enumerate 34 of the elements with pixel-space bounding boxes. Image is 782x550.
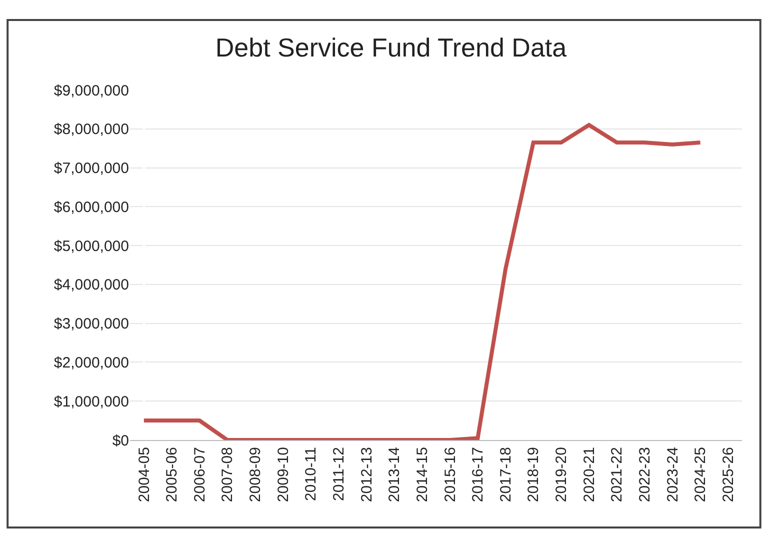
x-tick-label: 2007-08 xyxy=(219,447,236,502)
x-tick-label: 2023-24 xyxy=(664,447,682,502)
y-tick-label: $1,000,000 xyxy=(54,393,129,410)
y-tick-label: $2,000,000 xyxy=(54,354,129,372)
y-tick-label: $7,000,000 xyxy=(54,160,129,178)
x-tick-label: 2009-10 xyxy=(274,447,292,502)
x-tick-label: 2015-16 xyxy=(442,447,459,502)
x-tick-label: 2005-06 xyxy=(164,447,181,502)
y-tick-label: $0 xyxy=(112,432,129,450)
x-tick-label: 2014-15 xyxy=(414,447,431,502)
x-tick-label: 2006-07 xyxy=(191,447,208,502)
x-tick-label: 2010-11 xyxy=(302,447,320,501)
x-tick-label: 2019-20 xyxy=(553,447,570,502)
x-tick-label: 2008-09 xyxy=(247,447,264,502)
x-tick-label: 2021-22 xyxy=(608,447,626,502)
x-tick-label: 2013-14 xyxy=(386,447,404,502)
x-tick-label: 2020-21 xyxy=(580,447,598,502)
y-tick-label: $3,000,000 xyxy=(54,316,129,333)
chart-title: Debt Service Fund Trend Data xyxy=(215,32,568,63)
line-series xyxy=(142,123,702,440)
y-tick-label: $8,000,000 xyxy=(54,121,129,138)
x-tick-label: 2012-13 xyxy=(358,447,376,502)
x-tick-label: 2016-17 xyxy=(470,447,487,502)
x-tick-label: 2004-05 xyxy=(136,447,153,502)
x-tick-label: 2017-18 xyxy=(497,447,514,502)
x-tick-label: 2018-19 xyxy=(525,447,542,502)
x-tick-label: 2022-23 xyxy=(636,447,654,502)
y-tick-label: $6,000,000 xyxy=(54,198,129,216)
y-tick-label: $5,000,000 xyxy=(54,238,129,255)
x-tick-label: 2011-12 xyxy=(330,447,348,501)
y-tick-label: $9,000,000 xyxy=(54,82,129,100)
y-tick-label: $4,000,000 xyxy=(54,276,129,294)
x-tick-label: 2024-25 xyxy=(692,447,710,502)
x-tick-label: 2025-26 xyxy=(720,447,737,502)
